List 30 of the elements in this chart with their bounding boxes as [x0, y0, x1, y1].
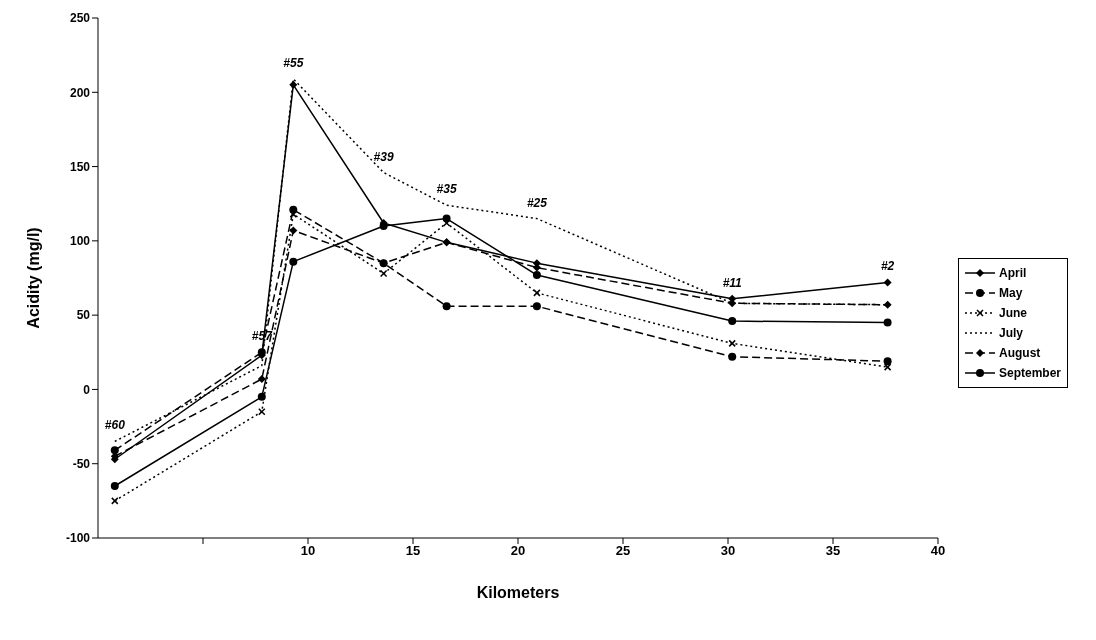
y-tick-label: 100: [69, 234, 91, 249]
x-tick-label: 10: [300, 543, 316, 559]
x-axis-title: Kilometers: [476, 584, 560, 601]
annotation: #2: [880, 259, 895, 274]
x-tick-label: 40: [930, 543, 946, 559]
legend-label: July: [999, 326, 1024, 340]
x-tick-label: 20: [510, 543, 526, 559]
y-tick-label: -100: [65, 531, 91, 546]
annotation: #55: [283, 55, 304, 70]
y-tick-label: 0: [83, 382, 91, 397]
legend-label: April: [999, 266, 1027, 280]
y-tick-label: 50: [76, 308, 91, 323]
x-tick-label: 15: [405, 543, 421, 559]
legend-label: June: [999, 306, 1028, 320]
annotation: #60: [104, 418, 126, 433]
y-tick-label: -50: [72, 456, 91, 471]
annotation: #25: [526, 195, 548, 210]
y-tick-label: 250: [69, 11, 91, 26]
annotation: #39: [373, 149, 394, 164]
x-tick-label: 25: [615, 543, 631, 559]
x-tick-label: 35: [825, 543, 841, 559]
annotation: #35: [436, 182, 457, 197]
x-tick-label: 30: [720, 543, 736, 559]
y-axis-title: Acidity (mg/l): [24, 227, 42, 329]
legend-label: May: [999, 286, 1023, 300]
y-tick-label: 150: [69, 159, 91, 174]
y-tick-label: 200: [69, 85, 91, 100]
annotation: #11: [722, 275, 743, 290]
legend-label: August: [999, 346, 1041, 360]
legend-label: September: [999, 366, 1062, 380]
